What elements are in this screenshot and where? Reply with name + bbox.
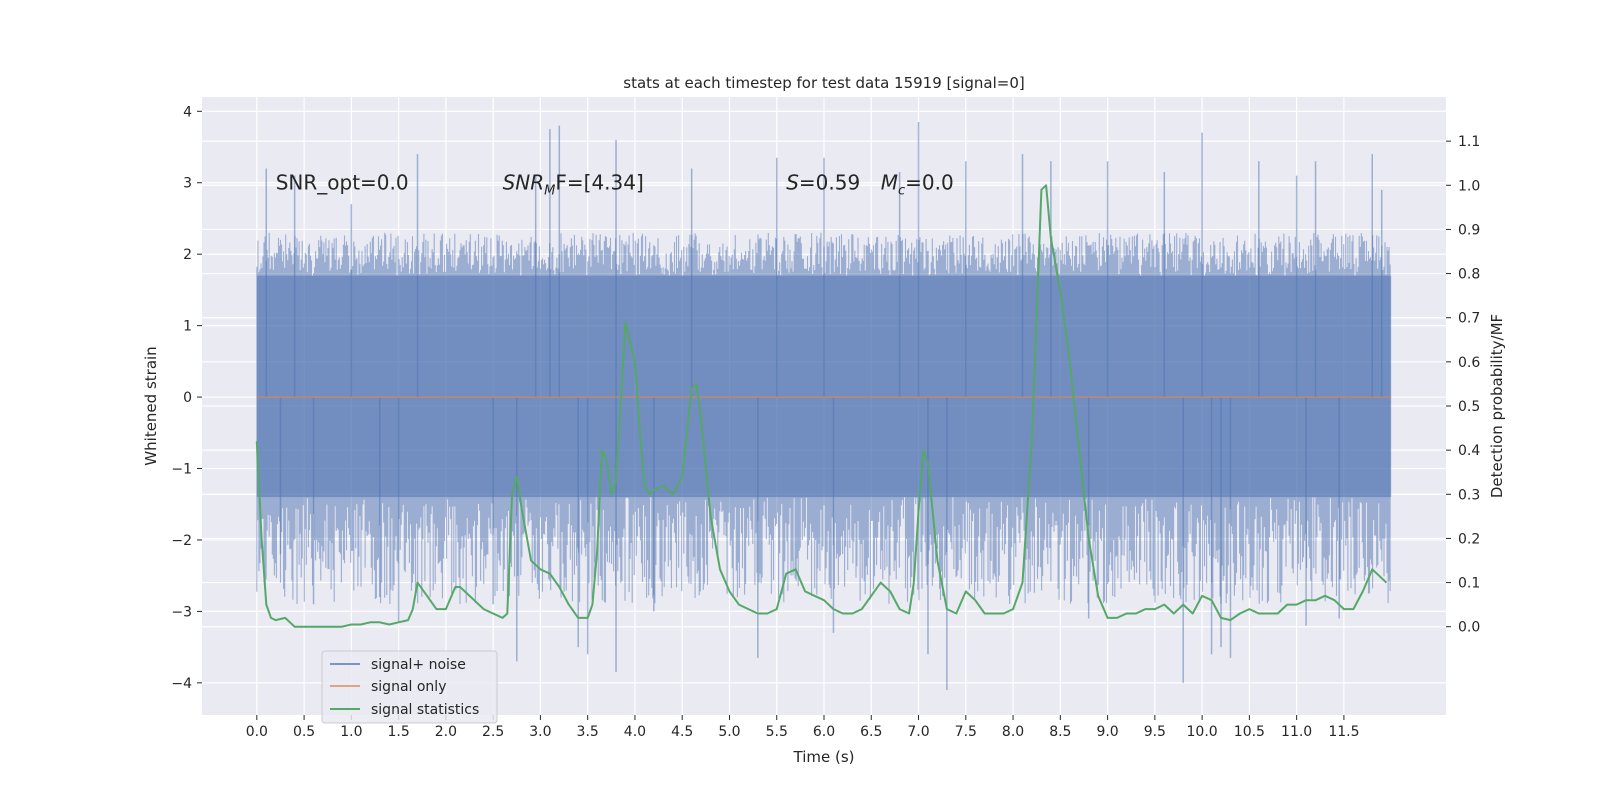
legend-label-signal-only: signal only (371, 679, 446, 695)
annotations: SNR_opt=0.0 SNRMF=[4.34] S=0.59 Mc=0.0 (276, 171, 954, 199)
y-axis-ticks: −4 −3 −2 −1 0 1 2 3 4 (171, 104, 202, 692)
chart-annotation: Mc=0.0 (881, 171, 954, 199)
legend-box (321, 650, 498, 724)
y2-tick-label: 0.3 (1458, 487, 1480, 503)
y2-tick-label: 0.2 (1458, 531, 1480, 547)
series-signal-plus-noise (256, 122, 1392, 690)
y-tick-label: 2 (183, 247, 192, 263)
signal-statistics-line (255, 184, 1388, 628)
x-tick-label: 1.0 (340, 724, 362, 740)
x-tick-label: 5.0 (718, 724, 740, 740)
y2-tick-label: 0.7 (1458, 311, 1480, 327)
y-tick-label: −3 (171, 604, 192, 620)
x-tick-label: 5.5 (766, 724, 788, 740)
x-tick-label: 4.5 (671, 724, 693, 740)
chart-annotation: S=0.59 (786, 171, 860, 195)
x-tick-label: 10.0 (1187, 724, 1218, 740)
x-tick-label: 6.0 (813, 724, 835, 740)
x-tick-label: 6.5 (860, 724, 882, 740)
y2-tick-label: 0.1 (1458, 576, 1480, 592)
legend-label-signal-statistics: signal statistics (371, 702, 479, 718)
x-tick-label: 8.5 (1049, 724, 1071, 740)
x-tick-label: 11.0 (1281, 724, 1312, 740)
y-tick-label: 4 (183, 104, 192, 120)
y2-tick-label: 0.4 (1458, 443, 1480, 459)
chart-annotation: SNR_opt=0.0 (276, 171, 409, 195)
y2-tick-label: 1.1 (1458, 134, 1480, 150)
y-tick-label: 1 (183, 319, 192, 335)
chart-annotation: SNRMF=[4.34] (503, 171, 644, 199)
series-lines (255, 184, 1392, 628)
x-tick-label: 3.5 (577, 724, 599, 740)
x-tick-label: 10.5 (1234, 724, 1265, 740)
x-axis-ticks: 0.0 0.5 1.0 1.5 2.0 2.5 3.0 3.5 4.0 4.5 5.0 5.5 6.0 6… (246, 715, 1359, 740)
x-tick-label: 0.0 (246, 724, 268, 740)
x-tick-label: 7.0 (907, 724, 929, 740)
y2-axis-ticks: 0.0 0.1 0.2 0.3 0.4 0.5 0.6 0.7 0.8 0.9 1.0 1.1 (1446, 134, 1480, 636)
x-tick-label: 4.0 (624, 724, 646, 740)
noise-envelope (256, 232, 1391, 605)
y2-tick-label: 0.6 (1458, 355, 1480, 371)
y-tick-label: −4 (171, 676, 192, 692)
y-tick-label: −1 (171, 462, 192, 478)
legend-label-signal-plus-noise: signal+ noise (371, 657, 466, 673)
x-tick-label: 7.5 (955, 724, 977, 740)
y-axis-label: Whitened strain (142, 346, 160, 465)
y2-axis-label: Detection probability/MF (1488, 314, 1506, 498)
y2-tick-label: 0.0 (1458, 620, 1480, 636)
y2-tick-label: 0.5 (1458, 399, 1480, 415)
chart-title: stats at each timestep for test data 159… (623, 74, 1024, 92)
y-tick-label: 3 (183, 176, 192, 192)
y2-tick-label: 0.8 (1458, 267, 1480, 283)
legend: signal+ noise signal only signal statist… (321, 650, 498, 724)
x-tick-label: 3.0 (529, 724, 551, 740)
y2-tick-label: 1.0 (1458, 178, 1480, 194)
x-tick-label: 9.5 (1144, 724, 1166, 740)
x-tick-label: 8.0 (1002, 724, 1024, 740)
x-tick-label: 9.0 (1096, 724, 1118, 740)
x-tick-label: 1.5 (387, 724, 409, 740)
x-tick-label: 2.5 (482, 724, 504, 740)
x-tick-label: 11.5 (1328, 724, 1359, 740)
y-tick-label: −2 (171, 533, 192, 549)
y-tick-label: 0 (183, 390, 192, 406)
x-tick-label: 0.5 (293, 724, 315, 740)
x-tick-label: 2.0 (435, 724, 457, 740)
y2-tick-label: 0.9 (1458, 222, 1480, 238)
x-axis-label: Time (s) (793, 748, 855, 766)
